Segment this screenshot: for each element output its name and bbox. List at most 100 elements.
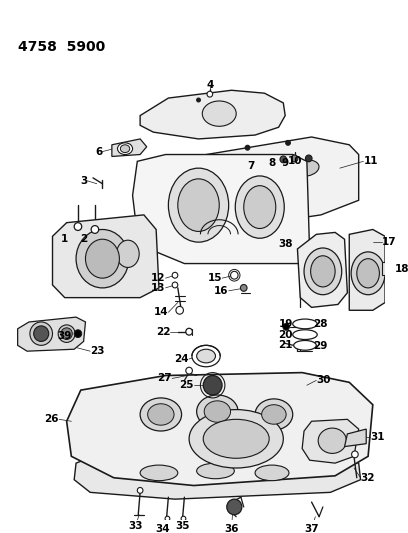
Polygon shape — [150, 137, 359, 235]
Circle shape — [291, 155, 298, 162]
Circle shape — [165, 516, 170, 521]
Text: 11: 11 — [364, 156, 378, 166]
Polygon shape — [74, 450, 361, 499]
Ellipse shape — [189, 409, 283, 468]
Circle shape — [58, 325, 75, 342]
Circle shape — [203, 376, 222, 395]
Polygon shape — [349, 230, 385, 310]
Ellipse shape — [310, 256, 335, 287]
Text: 20: 20 — [278, 329, 293, 340]
Text: 1: 1 — [61, 234, 69, 244]
Text: 33: 33 — [128, 521, 143, 531]
Ellipse shape — [247, 165, 273, 183]
Text: 2: 2 — [80, 234, 87, 244]
Circle shape — [91, 225, 99, 233]
Ellipse shape — [235, 176, 284, 238]
Polygon shape — [67, 373, 373, 486]
Ellipse shape — [120, 145, 130, 152]
Text: 31: 31 — [370, 432, 384, 442]
Circle shape — [172, 282, 178, 288]
Polygon shape — [112, 139, 147, 157]
Circle shape — [231, 271, 238, 279]
Ellipse shape — [244, 185, 276, 229]
Text: 17: 17 — [382, 237, 397, 247]
Ellipse shape — [357, 259, 379, 288]
Ellipse shape — [197, 349, 215, 363]
Polygon shape — [382, 262, 392, 275]
Circle shape — [30, 322, 53, 345]
Circle shape — [61, 328, 72, 340]
Ellipse shape — [140, 465, 178, 481]
Text: 14: 14 — [154, 307, 169, 317]
Polygon shape — [18, 317, 86, 351]
Ellipse shape — [197, 395, 238, 428]
Text: 28: 28 — [313, 319, 328, 329]
Text: 39: 39 — [57, 330, 71, 341]
Polygon shape — [133, 155, 310, 263]
Text: 26: 26 — [44, 414, 59, 424]
Text: 12: 12 — [151, 273, 166, 283]
Text: 23: 23 — [90, 346, 105, 356]
Text: 4758  5900: 4758 5900 — [18, 39, 105, 54]
Circle shape — [176, 306, 184, 314]
Text: 21: 21 — [278, 341, 293, 350]
Ellipse shape — [192, 345, 220, 367]
Ellipse shape — [76, 230, 129, 288]
Text: 36: 36 — [224, 524, 239, 533]
Text: 18: 18 — [395, 264, 408, 274]
Ellipse shape — [202, 101, 236, 126]
Text: 25: 25 — [180, 380, 194, 390]
Text: 27: 27 — [157, 374, 172, 383]
Text: 34: 34 — [155, 524, 170, 533]
Text: 9: 9 — [282, 158, 289, 168]
Text: 15: 15 — [208, 273, 222, 283]
Text: 10: 10 — [288, 156, 302, 166]
Text: 37: 37 — [304, 524, 319, 533]
Text: 8: 8 — [268, 158, 276, 168]
Circle shape — [197, 98, 200, 102]
Ellipse shape — [169, 168, 228, 242]
Ellipse shape — [293, 330, 317, 340]
Circle shape — [74, 330, 82, 337]
Circle shape — [306, 155, 312, 162]
Ellipse shape — [295, 160, 319, 176]
Text: 24: 24 — [175, 354, 189, 364]
Text: 32: 32 — [361, 473, 375, 483]
Circle shape — [172, 272, 178, 278]
Ellipse shape — [255, 399, 293, 430]
Circle shape — [245, 146, 250, 150]
Ellipse shape — [140, 398, 182, 431]
Ellipse shape — [86, 239, 120, 278]
Polygon shape — [140, 90, 285, 139]
Ellipse shape — [197, 463, 234, 479]
Circle shape — [352, 451, 358, 458]
Polygon shape — [53, 215, 159, 297]
Circle shape — [240, 285, 247, 292]
Ellipse shape — [203, 419, 269, 458]
Text: 4: 4 — [206, 80, 213, 91]
Text: 35: 35 — [175, 521, 190, 531]
Circle shape — [227, 499, 242, 515]
Text: 30: 30 — [316, 375, 331, 385]
Text: 3: 3 — [80, 176, 87, 186]
Polygon shape — [297, 232, 347, 308]
Circle shape — [283, 324, 289, 330]
Ellipse shape — [351, 252, 385, 295]
Ellipse shape — [178, 179, 219, 231]
Ellipse shape — [204, 401, 231, 422]
Circle shape — [186, 367, 193, 374]
Circle shape — [74, 223, 82, 230]
Ellipse shape — [294, 341, 316, 350]
Ellipse shape — [304, 248, 342, 295]
Text: 7: 7 — [248, 161, 255, 171]
Text: 29: 29 — [313, 341, 328, 351]
Ellipse shape — [318, 428, 346, 454]
Ellipse shape — [148, 404, 174, 425]
Ellipse shape — [117, 240, 139, 268]
Ellipse shape — [255, 465, 289, 481]
Text: 6: 6 — [95, 147, 102, 157]
Ellipse shape — [118, 143, 133, 155]
Circle shape — [286, 140, 290, 146]
Ellipse shape — [293, 319, 317, 329]
Text: 38: 38 — [278, 239, 293, 249]
